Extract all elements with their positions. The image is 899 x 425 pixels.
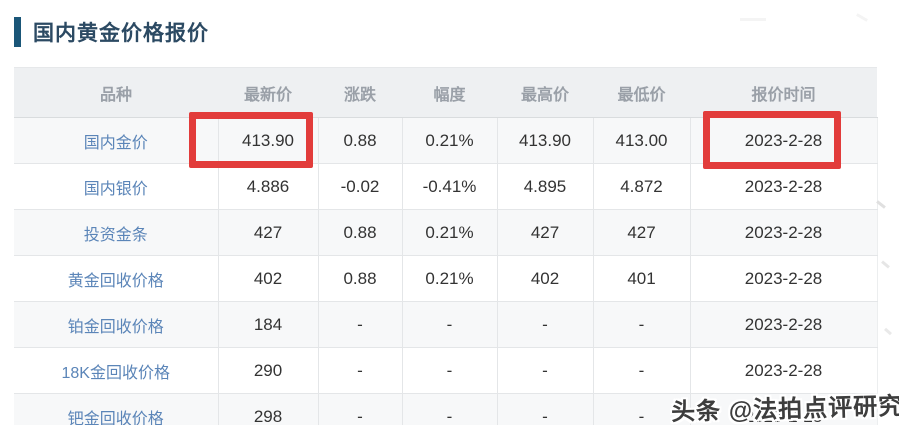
cell-percent: - [401, 393, 497, 425]
col-header-change: 涨跌 [318, 67, 402, 118]
cell-change: 0.88 [317, 255, 402, 302]
cell-low: - [592, 301, 690, 348]
col-header-variety: 品种 [14, 67, 218, 118]
cell-change: - [317, 347, 402, 394]
cell-latest: 184 [217, 301, 318, 348]
ghost-mark [740, 18, 766, 21]
row-label[interactable]: 国内金价 [14, 117, 218, 164]
cell-quote-time: 2023-2-28 [689, 117, 878, 164]
cell-low: 401 [592, 255, 690, 302]
ghost-mark [876, 200, 886, 209]
cell-high: 4.895 [496, 163, 593, 210]
row-label[interactable]: 18K金回收价格 [14, 347, 218, 394]
row-label[interactable]: 铂金回收价格 [14, 301, 218, 348]
col-header-quote-time: 报价时间 [690, 67, 877, 118]
cell-quote-time: 2023-2-28 [689, 393, 878, 425]
cell-latest: 298 [217, 393, 318, 425]
table-row: 铂金回收价格 184 - - - - 2023-2-28 [14, 301, 878, 348]
row-label[interactable]: 钯金回收价格 [14, 393, 218, 425]
table-row: 钯金回收价格 298 - - - - 2023-2-28 [14, 393, 878, 425]
cell-high: 427 [496, 209, 593, 256]
cell-percent: 0.21% [401, 255, 497, 302]
watermark: 头条 @法拍点评研究 [670, 392, 899, 425]
cell-quote-time: 2023-2-28 [689, 209, 878, 256]
row-label[interactable]: 黄金回收价格 [14, 255, 218, 302]
row-label[interactable]: 投资金条 [14, 209, 218, 256]
table-row: 国内银价 4.886 -0.02 -0.41% 4.895 4.872 2023… [14, 163, 878, 210]
cell-low: - [592, 347, 690, 394]
cell-quote-time: 2023-2-28 [689, 347, 878, 394]
cell-change: 0.88 [317, 117, 402, 164]
col-header-low: 最低价 [593, 67, 690, 118]
page-title: 国内黄金价格报价 [33, 22, 209, 45]
table-header: 品种 最新价 涨跌 幅度 最高价 最低价 报价时间 [14, 67, 877, 118]
table-row: 黄金回收价格 402 0.88 0.21% 402 401 2023-2-28 [14, 255, 878, 302]
table-body: 国内金价 413.90 0.88 0.21% 413.90 413.00 202… [14, 117, 878, 425]
cell-change: -0.02 [317, 163, 402, 210]
cell-latest: 427 [217, 209, 318, 256]
cell-quote-time: 2023-2-28 [689, 301, 878, 348]
gold-price-table: 品种 最新价 涨跌 幅度 最高价 最低价 报价时间 国内金价 413.90 0.… [14, 67, 878, 425]
cell-change: - [317, 393, 402, 425]
cell-high: - [496, 393, 593, 425]
col-header-latest: 最新价 [218, 67, 318, 118]
cell-high: 402 [496, 255, 593, 302]
table-row: 投资金条 427 0.88 0.21% 427 427 2023-2-28 [14, 209, 878, 256]
cell-low: 427 [592, 209, 690, 256]
row-label[interactable]: 国内银价 [14, 163, 218, 210]
header-row: 品种 最新价 涨跌 幅度 最高价 最低价 报价时间 [14, 67, 877, 118]
cell-percent: -0.41% [401, 163, 497, 210]
cell-high: 413.90 [496, 117, 593, 164]
cell-quote-time: 2023-2-28 [689, 255, 878, 302]
cell-low: 413.00 [592, 117, 690, 164]
cell-latest: 413.90 [217, 117, 318, 164]
cell-latest: 4.886 [217, 163, 318, 210]
cell-low: 4.872 [592, 163, 690, 210]
col-header-percent: 幅度 [402, 67, 497, 118]
cell-quote-time: 2023-2-28 [689, 163, 878, 210]
cell-latest: 290 [217, 347, 318, 394]
cell-percent: 0.21% [401, 117, 497, 164]
ghost-mark [881, 260, 890, 269]
cell-change: - [317, 301, 402, 348]
title-accent-bar [14, 17, 21, 47]
cell-percent: - [401, 301, 497, 348]
cell-high: - [496, 301, 593, 348]
cell-change: 0.88 [317, 209, 402, 256]
cell-high: - [496, 347, 593, 394]
table-row: 18K金回收价格 290 - - - - 2023-2-28 [14, 347, 878, 394]
table-row: 国内金价 413.90 0.88 0.21% 413.90 413.00 202… [14, 117, 878, 164]
ghost-mark [884, 327, 892, 336]
ghost-mark [856, 13, 868, 22]
cell-low: - [592, 393, 690, 425]
cell-latest: 402 [217, 255, 318, 302]
cell-percent: 0.21% [401, 209, 497, 256]
col-header-high: 最高价 [497, 67, 593, 118]
cell-percent: - [401, 347, 497, 394]
